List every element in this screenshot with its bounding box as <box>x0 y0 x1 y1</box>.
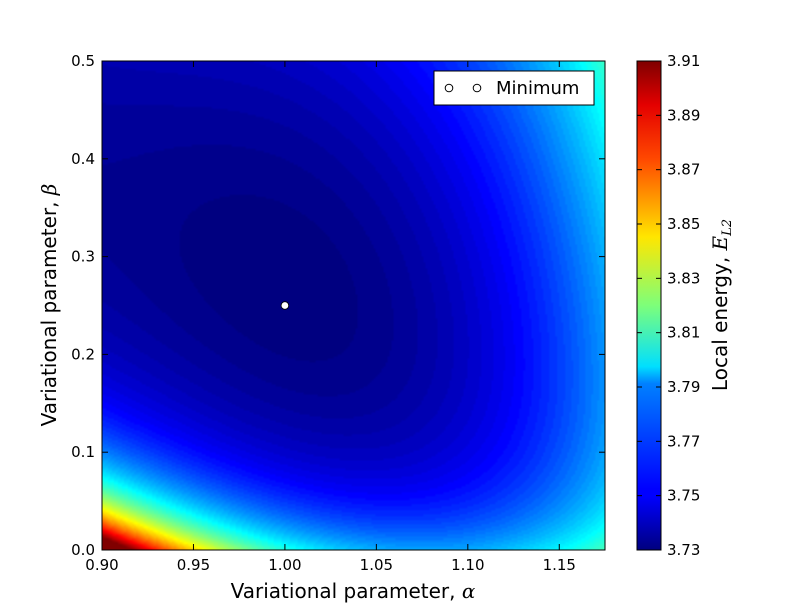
legend-label-minimum: Minimum <box>496 78 579 99</box>
y-axis-title: Variational parameter, β <box>37 184 61 427</box>
plot-area: 0.90 0.95 1.00 1.05 1.10 1.15 0.0 0.1 0.2 0.3 0.4… <box>71 52 606 574</box>
y-tick-label: 0.1 <box>71 443 95 461</box>
legend-box <box>433 70 595 106</box>
legend: Minimum <box>433 70 595 106</box>
colorbar-title-symbol: E <box>708 235 732 251</box>
x-tick-label: 1.10 <box>451 556 484 574</box>
plot-frame <box>101 60 606 551</box>
colorbar-body <box>636 60 662 551</box>
colorbar-tick-label: 3.79 <box>667 378 700 396</box>
y-tick-label: 0.3 <box>71 248 95 266</box>
colorbar-tick-label: 3.91 <box>667 52 700 70</box>
colorbar-title-subscript: L2 <box>720 219 735 237</box>
colorbar-tick-label: 3.81 <box>667 324 700 342</box>
y-tick-label: 0.5 <box>71 52 95 70</box>
y-axis: 0.0 0.1 0.2 0.3 0.4 0.5 <box>71 52 605 559</box>
colorbar-ticks: 3.73 3.75 3.77 3.79 3.81 3.83 3.85 3.87 3.89 3.91 <box>637 52 700 559</box>
x-tick-label: 0.95 <box>177 556 210 574</box>
colorbar-tick-label: 3.89 <box>667 106 700 124</box>
y-tick-label: 0.4 <box>71 150 95 168</box>
x-axis-title-symbol: α <box>462 579 476 603</box>
legend-marker-left <box>444 83 454 93</box>
colorbar-tick-label: 3.73 <box>667 541 700 559</box>
y-tick-label: 0.0 <box>71 541 95 559</box>
colorbar-tick-label: 3.83 <box>667 269 700 287</box>
x-tick-label: 1.15 <box>543 556 576 574</box>
x-axis-title: Variational parameter, α <box>231 579 476 603</box>
y-axis-title-symbol: β <box>37 184 61 197</box>
colorbar-tick-label: 3.77 <box>667 432 700 450</box>
colorbar: 3.73 3.75 3.77 3.79 3.81 3.83 3.85 3.87 3.89 3.91… <box>636 52 735 559</box>
scatter-series-minimum <box>280 301 290 310</box>
heatmap-surface <box>102 61 605 550</box>
x-axis: 0.90 0.95 1.00 1.05 1.10 1.15 <box>85 61 576 574</box>
legend-marker-right <box>472 83 482 93</box>
minimum-point <box>280 301 290 310</box>
colorbar-tick-label: 3.75 <box>667 487 700 505</box>
colorbar-tick-label: 3.85 <box>667 215 700 233</box>
y-tick-label: 0.2 <box>71 345 95 363</box>
x-tick-label: 1.00 <box>268 556 301 574</box>
x-tick-label: 1.05 <box>360 556 393 574</box>
x-tick-label: 0.90 <box>85 556 118 574</box>
colorbar-title: Local energy, EL2 <box>708 219 735 391</box>
colorbar-tick-label: 3.87 <box>667 161 700 179</box>
